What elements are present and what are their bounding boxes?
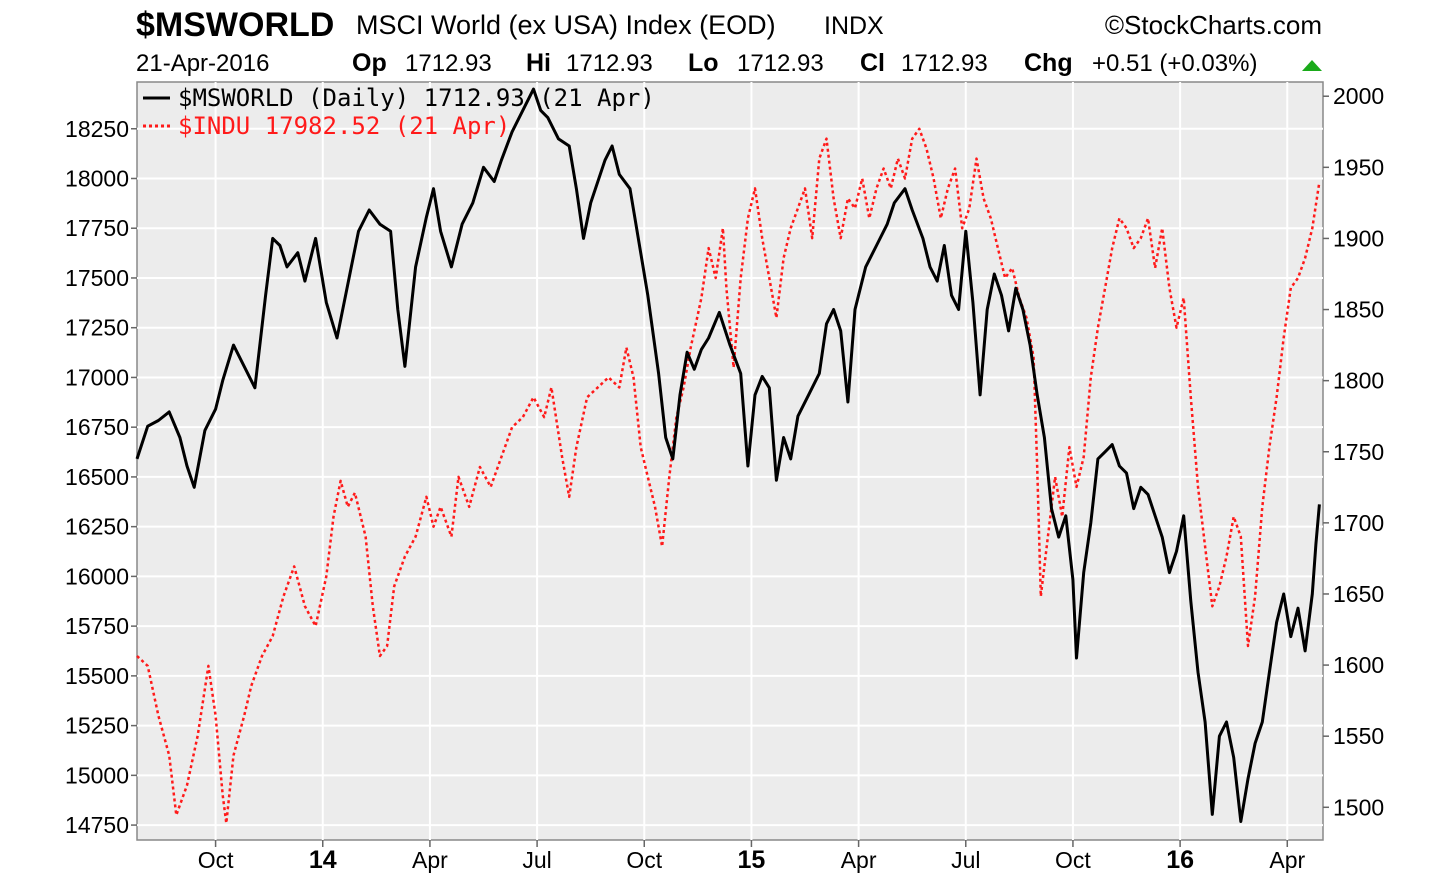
y-left-tick-label: 18000 [65, 165, 129, 191]
y-right-tick-label: 1500 [1333, 794, 1384, 820]
high-label: Hi [526, 49, 551, 77]
x-tick-label: 15 [738, 846, 766, 874]
x-tick-label: Jul [951, 847, 980, 873]
y-right-tick-label: 2000 [1333, 83, 1384, 109]
y-axis-left: 18250 18000 17750 17500 17250 17000 16750 16500… [65, 116, 137, 838]
open-label: Op [352, 49, 387, 77]
y-left-tick-label: 16250 [65, 514, 129, 540]
x-tick-label: Oct [198, 847, 234, 873]
y-left-tick-label: 17250 [65, 315, 129, 341]
x-tick-label: Oct [626, 847, 662, 873]
y-left-tick-label: 16000 [65, 563, 129, 589]
y-right-tick-label: 1750 [1333, 439, 1384, 465]
y-left-tick-label: 15750 [65, 613, 129, 639]
low-label: Lo [688, 49, 719, 77]
y-right-tick-label: 1550 [1333, 723, 1384, 749]
chart-symbol: $MSWORLD [136, 6, 334, 44]
plot-area [136, 81, 1324, 841]
x-tick-label: 14 [309, 846, 337, 874]
x-tick-label: Jul [522, 847, 551, 873]
high-value: 1712.93 [566, 50, 653, 77]
y-left-tick-label: 17500 [65, 265, 129, 291]
close-label: Cl [860, 49, 885, 77]
x-tick-label: Oct [1055, 847, 1091, 873]
y-left-tick-label: 14750 [65, 812, 129, 838]
y-left-tick-label: 18250 [65, 116, 129, 142]
y-left-tick-label: 16500 [65, 464, 129, 490]
y-right-tick-label: 1900 [1333, 225, 1384, 251]
watermark: ©StockCharts.com [1105, 10, 1322, 40]
y-left-tick-label: 17000 [65, 364, 129, 390]
y-axis-right: 2000 1950 1900 1850 1800 1750 1700 1650 1600 1550… [1323, 83, 1384, 820]
series-layer [135, 87, 1321, 825]
y-left-tick-label: 15500 [65, 663, 129, 689]
exchange-label: INDX [824, 12, 884, 40]
x-tick-label: Apr [412, 847, 448, 873]
close-value: 1712.93 [901, 50, 988, 77]
series-line-indu [136, 127, 1321, 825]
y-right-tick-label: 1950 [1333, 154, 1384, 180]
up-arrow-icon [1302, 60, 1322, 71]
y-right-tick-label: 1850 [1333, 297, 1384, 323]
chart-name: MSCI World (ex USA) Index (EOD) [356, 10, 776, 40]
grid [137, 82, 1323, 840]
x-tick-label: Apr [841, 847, 877, 873]
y-left-tick-label: 15000 [65, 762, 129, 788]
x-axis: Oct 14 Apr Jul Oct 15 Apr Jul Oct 16 Apr [198, 840, 1306, 874]
y-left-tick-label: 17750 [65, 215, 129, 241]
open-value: 1712.93 [405, 50, 492, 77]
y-right-tick-label: 1600 [1333, 652, 1384, 678]
low-value: 1712.93 [737, 50, 824, 77]
x-tick-label: Apr [1269, 847, 1305, 873]
date-label: 21-Apr-2016 [136, 50, 269, 77]
series-line-msworld [135, 87, 1321, 823]
y-right-tick-label: 1700 [1333, 510, 1384, 536]
legend-msworld: $MSWORLD (Daily) 1712.93 (21 Apr) [178, 84, 655, 112]
x-tick-label: 16 [1166, 846, 1194, 874]
y-right-tick-label: 1800 [1333, 368, 1384, 394]
change-label: Chg [1024, 49, 1073, 77]
y-left-tick-label: 16750 [65, 414, 129, 440]
legend-indu: $INDU 17982.52 (21 Apr) [178, 112, 510, 140]
change-value: +0.51 (+0.03%) [1092, 50, 1257, 77]
y-right-tick-label: 1650 [1333, 581, 1384, 607]
y-left-tick-label: 15250 [65, 713, 129, 739]
